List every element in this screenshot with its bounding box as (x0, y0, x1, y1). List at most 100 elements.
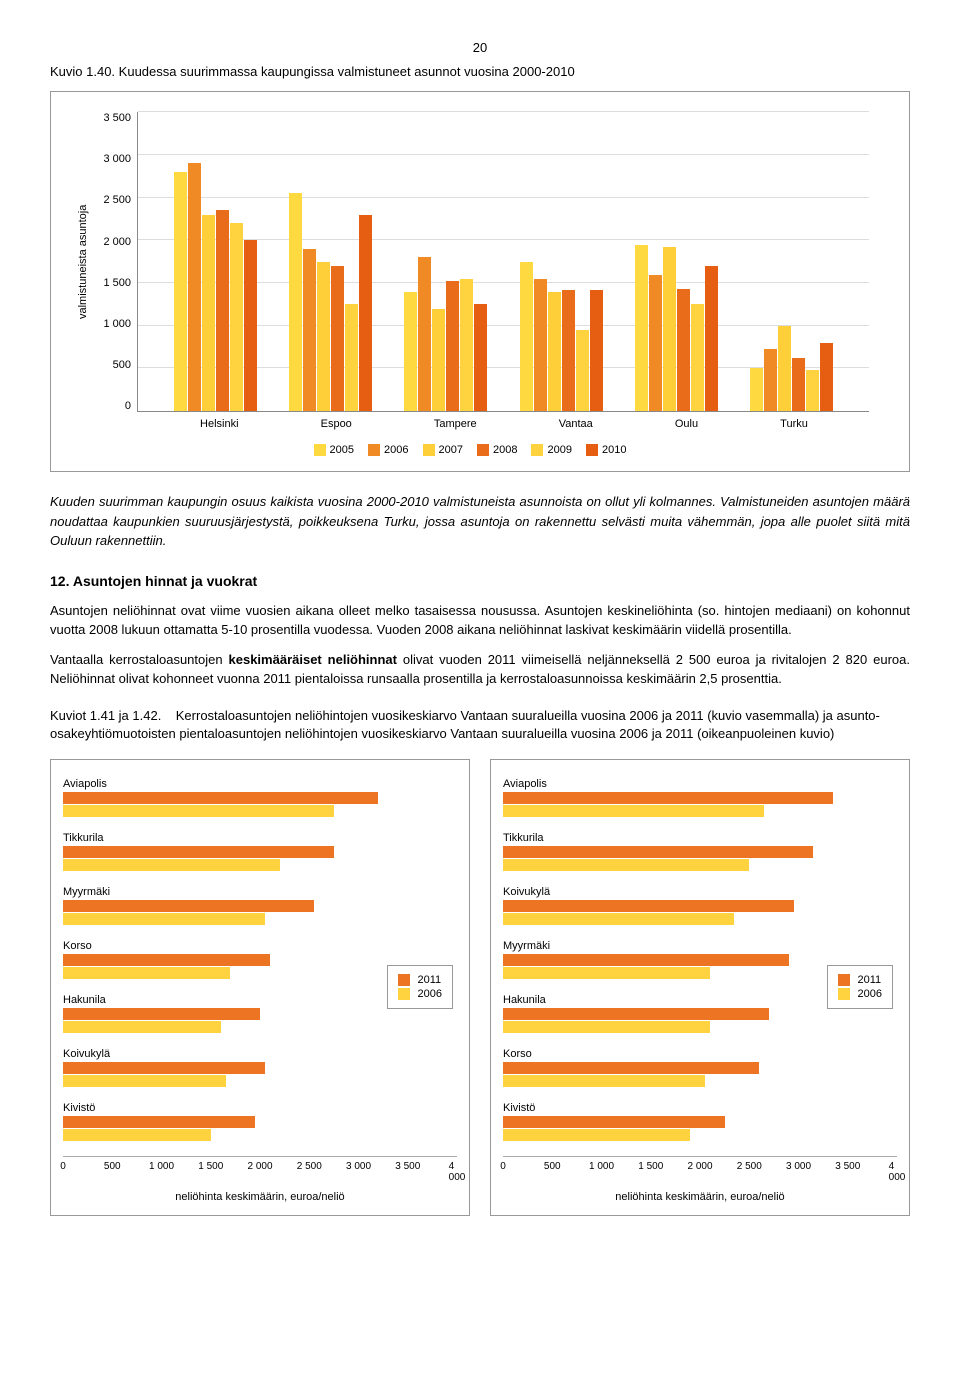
hbar-xtick: 4 000 (449, 1161, 466, 1183)
hbar-xtick: 2 000 (687, 1161, 712, 1172)
hbar-bars (63, 1116, 457, 1142)
hbar-xtick: 1 000 (589, 1161, 614, 1172)
chart1-bar (520, 262, 533, 412)
chart1-x-label: Espoo (321, 418, 352, 430)
chart1-bar (303, 249, 316, 411)
chart1-bar (460, 279, 473, 411)
hbar-category-label: Myyrmäki (503, 940, 897, 952)
paragraph-1: Asuntojen neliöhinnat ovat viime vuosien… (50, 601, 910, 640)
chart1-plot (137, 112, 869, 412)
hbar-category-label: Tikkurila (503, 832, 897, 844)
caption2-prefix: Kuviot 1.41 ja 1.42. (50, 708, 161, 723)
hbar-bar (503, 954, 789, 966)
hbar-bar (63, 792, 378, 804)
hbar-xtick: 3 500 (835, 1161, 860, 1172)
chart1-y-tick: 2 000 (89, 236, 131, 248)
chart1-bar (663, 247, 676, 411)
hbar-bar (63, 913, 265, 925)
chart1-bar (418, 257, 431, 411)
hbar-xtick: 4 000 (889, 1161, 906, 1183)
hbar-category-label: Tikkurila (63, 832, 457, 844)
hbar-legend-item: 2006 (838, 988, 882, 1000)
chart1-x-label: Turku (780, 418, 808, 430)
chart1-bar (649, 275, 662, 412)
hbar-row: Koivukylä (503, 886, 897, 926)
hbar-row: Tikkurila (63, 832, 457, 872)
hbar-bar (503, 900, 794, 912)
hbar-chart-right: AviapolisTikkurilaKoivukyläMyyrmäkiHakun… (490, 759, 910, 1216)
chart1-legend: 200520062007200820092010 (71, 444, 869, 456)
hbar-bars (63, 846, 457, 872)
hbar-bars (63, 900, 457, 926)
chart1-bar (534, 279, 547, 411)
hbar-legend-item: 2011 (398, 974, 442, 986)
chart1-container: valmistuneista asuntoja 3 5003 0002 5002… (50, 91, 910, 472)
chart1-x-labels: HelsinkiEspooTampereVantaaOuluTurku (139, 418, 869, 430)
hbar-bar (63, 846, 334, 858)
chart1-bar (792, 358, 805, 411)
hbar-xaxis: 05001 0001 5002 0002 5003 0003 5004 000 (503, 1156, 897, 1187)
chart1-caption: Kuvio 1.40. Kuudessa suurimmassa kaupung… (50, 63, 910, 81)
hbar-bar (63, 1075, 226, 1087)
chart1-legend-item: 2005 (314, 444, 354, 456)
chart1-group (174, 112, 257, 411)
hbar-bars (503, 1062, 897, 1088)
chart1-legend-item: 2010 (586, 444, 626, 456)
chart1-bar (244, 240, 257, 411)
chart1-y-label: valmistuneista asuntoja (71, 112, 89, 412)
chart1-group (750, 112, 833, 411)
hbar-bars (63, 1008, 457, 1034)
hbar-bars (63, 1062, 457, 1088)
hbar-category-label: Korso (63, 940, 457, 952)
legend-swatch (838, 988, 850, 1000)
chart1-group (404, 112, 487, 411)
chart1-group (289, 112, 372, 411)
hbar-bars (503, 792, 897, 818)
legend-swatch (423, 444, 435, 456)
chart1-bar (202, 215, 215, 411)
chart1-bar (590, 290, 603, 411)
hbar-row: Aviapolis (63, 778, 457, 818)
para2-pre: Vantaalla kerrostaloasuntojen (50, 652, 229, 667)
hbar-category-label: Kivistö (503, 1102, 897, 1114)
hbar-bar (63, 1021, 221, 1033)
hbar-bar (503, 859, 749, 871)
para2-bold: keskimääräiset neliöhinnat (229, 652, 397, 667)
chart1-legend-item: 2009 (531, 444, 571, 456)
hbar-bar (503, 805, 764, 817)
chart1-bar (188, 163, 201, 411)
chart1-group (520, 112, 603, 411)
chart1-y-tick: 1 500 (89, 277, 131, 289)
hbar-bar (503, 1008, 769, 1020)
chart1-bar (345, 304, 358, 411)
caption1-prefix: Kuvio 1.40. (50, 64, 115, 79)
hbar-row: Aviapolis (503, 778, 897, 818)
hbar-bar (63, 1116, 255, 1128)
chart1-bar (764, 349, 777, 411)
hbar-category-label: Koivukylä (63, 1048, 457, 1060)
hbar-xtick: 2 500 (737, 1161, 762, 1172)
section-heading: 12. Asuntojen hinnat ja vuokrat (50, 573, 910, 589)
hbar-area: AviapolisTikkurilaKoivukyläMyyrmäkiHakun… (503, 778, 897, 1142)
hbar-row: Tikkurila (503, 832, 897, 872)
hbar-bar (503, 846, 813, 858)
chart1-y-tick: 2 500 (89, 194, 131, 206)
chart1-y-tick: 0 (89, 400, 131, 412)
caption1-text: Kuudessa suurimmassa kaupungissa valmist… (119, 64, 575, 79)
hbar-xlabel: neliöhinta keskimäärin, euroa/neliö (63, 1191, 457, 1203)
hbar-xtick: 3 000 (786, 1161, 811, 1172)
chart1-bar (230, 223, 243, 411)
hbar-row: Myyrmäki (63, 886, 457, 926)
chart1-bar (635, 245, 648, 412)
chart1-bar (705, 266, 718, 411)
legend-swatch (838, 974, 850, 986)
chart1-bar (174, 172, 187, 411)
hbar-bars (503, 846, 897, 872)
hbar-bar (503, 1075, 705, 1087)
hbar-category-label: Myyrmäki (63, 886, 457, 898)
hbar-bar (503, 1116, 725, 1128)
hbar-bar (503, 1062, 759, 1074)
hbar-xtick: 2 000 (247, 1161, 272, 1172)
chart1-bar (677, 289, 690, 411)
hbar-category-label: Aviapolis (63, 778, 457, 790)
